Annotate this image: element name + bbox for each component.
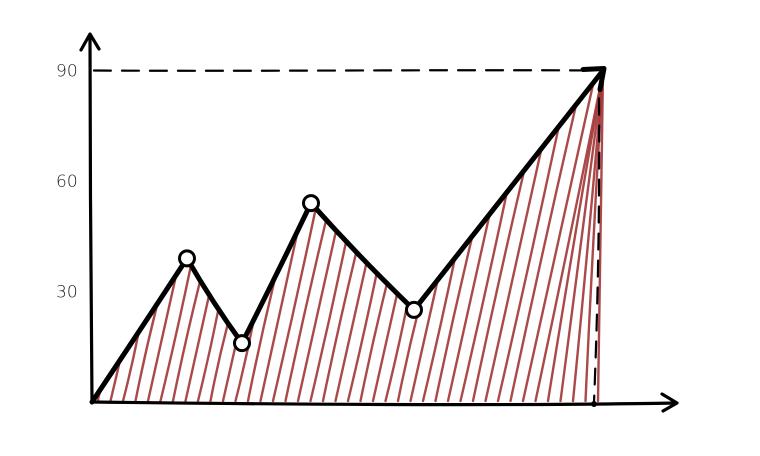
data-point-marker (302, 194, 320, 213)
reference-line-vertical (592, 97, 601, 404)
hatch-stroke (171, 279, 202, 403)
hatch-stroke (309, 240, 348, 403)
y-axis-arrowhead (79, 32, 101, 52)
hatch-stroke (259, 231, 299, 403)
hatch-stroke (296, 229, 338, 403)
x-axis (90, 400, 678, 407)
data-point-marker (178, 249, 196, 268)
hatch-stroke (209, 322, 230, 403)
hatch-stroke (184, 293, 211, 403)
hatch-stroke (596, 71, 605, 403)
hatch-stroke (509, 106, 577, 403)
series-line (89, 66, 607, 405)
hatch-stroke (284, 219, 328, 403)
hatch-stroke (559, 71, 605, 403)
hatch-stroke (196, 307, 220, 403)
axes (79, 32, 679, 413)
x-axis-arrowhead (660, 392, 679, 413)
data-point-marker (405, 300, 423, 319)
reference-line-horizontal (92, 69, 595, 72)
hatch-stroke (271, 208, 317, 403)
y-tick-label: 90 (56, 62, 78, 82)
hatch-stroke (134, 304, 159, 403)
hatch-stroke (159, 265, 192, 403)
hatch-stroke (346, 272, 378, 403)
data-point-marker (233, 334, 251, 353)
hatch-stroke (371, 293, 399, 403)
data-points (178, 194, 423, 353)
hatched-area-fill (96, 71, 605, 403)
hatch-stroke (359, 282, 389, 403)
hatch-stroke (384, 303, 409, 403)
x-end-marker (591, 401, 597, 407)
hatch-stroke (434, 237, 473, 403)
hatch-stroke (234, 320, 255, 403)
y-tick-label: 30 (56, 283, 78, 303)
hatch-stroke (446, 215, 491, 403)
hatch-stroke (246, 276, 277, 403)
hatch-stroke (459, 193, 508, 403)
hatch-stroke (146, 276, 177, 403)
hatch-stroke (584, 71, 605, 403)
hatch-stroke (334, 261, 368, 403)
y-tick-label: 60 (56, 172, 78, 192)
hatch-stroke (321, 250, 358, 403)
series-line-path (89, 68, 606, 405)
hatch-stroke (496, 128, 560, 403)
hatch-stroke (121, 332, 140, 403)
series-arrowhead (580, 66, 607, 93)
hatch-stroke (471, 171, 525, 403)
reference-lines (92, 69, 601, 407)
hatch-stroke (546, 71, 605, 403)
hatch-stroke (396, 303, 422, 403)
hatch-stroke (521, 84, 594, 403)
hatch-stroke (409, 281, 439, 403)
y-axis (88, 34, 94, 404)
hatch-stroke (421, 259, 456, 403)
hatch-stroke (484, 150, 543, 403)
y-tick-labels: 30 60 90 (56, 62, 78, 303)
